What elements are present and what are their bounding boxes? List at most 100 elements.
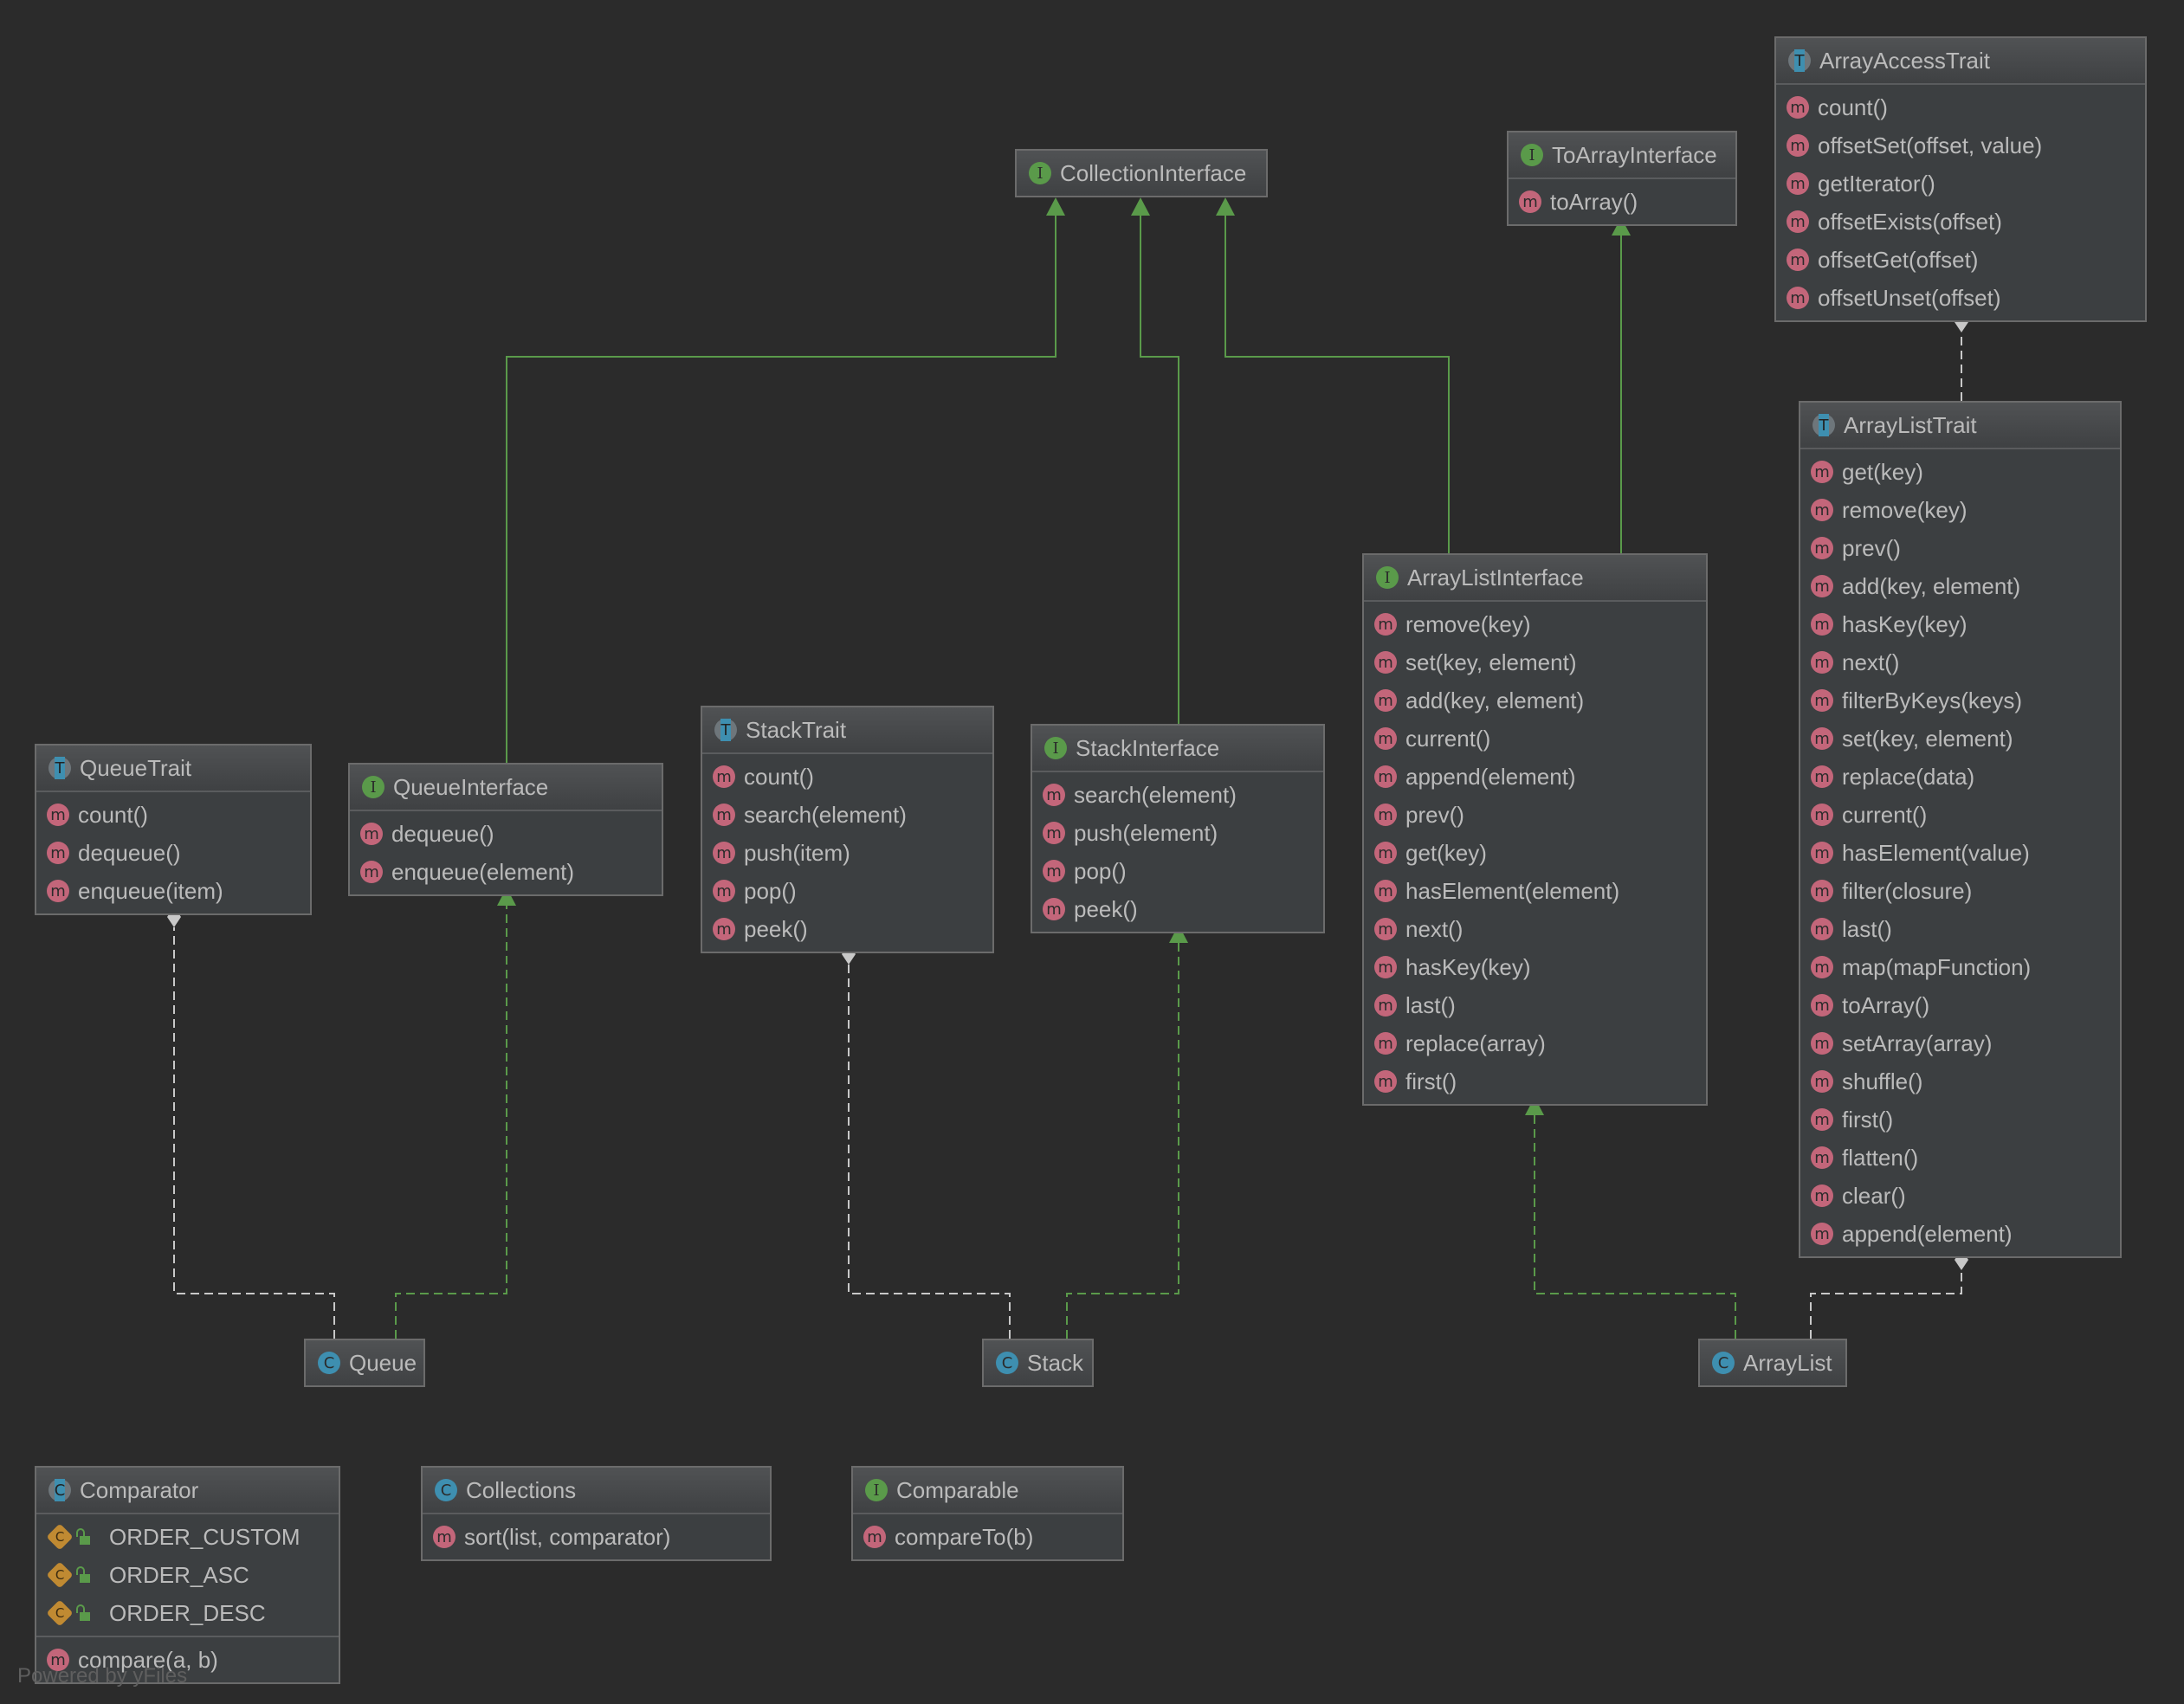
method-row[interactable]: m append(element) <box>1800 1215 2120 1253</box>
method-name: hasKey(key) <box>1842 610 1968 637</box>
method-icon: m <box>47 804 69 826</box>
method-row[interactable]: m hasElement(element) <box>1364 872 1706 910</box>
method-icon: m <box>713 842 735 864</box>
method-row[interactable]: m filter(closure) <box>1800 872 2120 910</box>
arrow-head <box>1612 217 1631 236</box>
method-row[interactable]: m hasKey(key) <box>1364 948 1706 986</box>
method-row[interactable]: m remove(key) <box>1364 605 1706 643</box>
method-row[interactable]: m hasElement(value) <box>1800 834 2120 872</box>
method-row[interactable]: m setArray(array) <box>1800 1024 2120 1062</box>
method-row[interactable]: m search(element) <box>702 796 992 834</box>
node-title: Stack <box>1027 1349 1084 1376</box>
method-row[interactable]: m add(key, element) <box>1800 567 2120 605</box>
method-row[interactable]: m hasKey(key) <box>1800 605 2120 643</box>
method-row[interactable]: m add(key, element) <box>1364 681 1706 720</box>
trait-icon: T <box>714 719 737 741</box>
method-row[interactable]: m offsetSet(offset, value) <box>1776 126 2145 165</box>
method-row[interactable]: m append(element) <box>1364 758 1706 796</box>
node-header: I Comparable <box>853 1468 1122 1514</box>
method-name: clear() <box>1842 1182 1906 1209</box>
method-row[interactable]: m prev() <box>1800 529 2120 567</box>
array-list-trait-node[interactable]: T ArrayListTrait m get(key) m remove(key) m pre… <box>1799 401 2122 1258</box>
node-title: Comparator <box>80 1476 199 1503</box>
method-row[interactable]: m replace(data) <box>1800 758 2120 796</box>
array-list-node[interactable]: C ArrayList <box>1698 1339 1847 1387</box>
method-row[interactable]: m current() <box>1364 720 1706 758</box>
method-icon: m <box>1374 956 1397 978</box>
collections-node[interactable]: C Collections m sort(list, comparator) <box>421 1466 772 1561</box>
method-row[interactable]: m filterByKeys(keys) <box>1800 681 2120 720</box>
method-row[interactable]: m get(key) <box>1800 453 2120 491</box>
method-row[interactable]: m pop() <box>702 872 992 910</box>
method-row[interactable]: m peek() <box>702 910 992 948</box>
array-access-trait-node[interactable]: T ArrayAccessTrait m count() m offsetSet(offs… <box>1774 36 2147 322</box>
method-row[interactable]: m first() <box>1800 1100 2120 1139</box>
array-list-interface-node[interactable]: I ArrayListInterface m remove(key) m set(key,… <box>1362 553 1708 1106</box>
arrow-head <box>1216 197 1235 216</box>
method-row[interactable]: m prev() <box>1364 796 1706 834</box>
method-row[interactable]: m dequeue() <box>36 834 310 872</box>
method-row[interactable]: m get(key) <box>1364 834 1706 872</box>
field-row[interactable]: C ORDER_CUSTOM <box>36 1518 339 1556</box>
method-row[interactable]: m offsetExists(offset) <box>1776 203 2145 241</box>
method-row[interactable]: m toArray() <box>1800 986 2120 1024</box>
method-row[interactable]: m getIterator() <box>1776 165 2145 203</box>
method-row[interactable]: m next() <box>1364 910 1706 948</box>
method-row[interactable]: m peek() <box>1032 890 1323 928</box>
method-row[interactable]: m set(key, element) <box>1364 643 1706 681</box>
method-name: flatten() <box>1842 1144 1919 1171</box>
stack-trait-node[interactable]: T StackTrait m count() m search(element) m push… <box>701 706 994 953</box>
method-row[interactable]: m last() <box>1364 986 1706 1024</box>
method-row[interactable]: m pop() <box>1032 852 1323 890</box>
method-row[interactable]: m count() <box>702 758 992 796</box>
method-row[interactable]: m remove(key) <box>1800 491 2120 529</box>
queue-trait-node[interactable]: T QueueTrait m count() m dequeue() m enqueue(it… <box>35 744 312 915</box>
method-row[interactable]: m count() <box>1776 88 2145 126</box>
method-row[interactable]: m first() <box>1364 1062 1706 1100</box>
method-row[interactable]: m next() <box>1800 643 2120 681</box>
method-row[interactable]: m enqueue(element) <box>350 853 662 891</box>
method-icon: m <box>1811 727 1833 750</box>
method-row[interactable]: m offsetGet(offset) <box>1776 241 2145 279</box>
method-row[interactable]: m dequeue() <box>350 815 662 853</box>
method-row[interactable]: m search(element) <box>1032 776 1323 814</box>
method-row[interactable]: m push(element) <box>1032 814 1323 852</box>
class-icon: C <box>435 1479 457 1501</box>
method-row[interactable]: m push(item) <box>702 834 992 872</box>
field-row[interactable]: C ORDER_ASC <box>36 1556 339 1594</box>
field-row[interactable]: C ORDER_DESC <box>36 1594 339 1632</box>
method-row[interactable]: m offsetUnset(offset) <box>1776 279 2145 317</box>
implements-edge-queue-to-queue-interface <box>395 888 516 1339</box>
comparator-node[interactable]: C Comparator C ORDER_CUSTOM C ORDER_ASC C ORDER… <box>35 1466 340 1684</box>
method-row[interactable]: m set(key, element) <box>1800 720 2120 758</box>
node-header: I QueueInterface <box>350 765 662 811</box>
method-row[interactable]: m toArray() <box>1509 183 1735 221</box>
method-row[interactable]: m current() <box>1800 796 2120 834</box>
to-array-interface-node[interactable]: I ToArrayInterface m toArray() <box>1507 131 1737 226</box>
method-row[interactable]: m clear() <box>1800 1177 2120 1215</box>
collection-interface-node[interactable]: I CollectionInterface <box>1015 149 1268 197</box>
method-row[interactable]: m enqueue(item) <box>36 872 310 910</box>
uses-edge-array-list-to-array-list-trait <box>1810 1249 1968 1339</box>
stack-interface-node[interactable]: I StackInterface m search(element) m push(ele… <box>1031 724 1325 933</box>
method-row[interactable]: m count() <box>36 796 310 834</box>
method-icon: m <box>47 842 69 864</box>
method-row[interactable]: m sort(list, comparator) <box>423 1518 770 1556</box>
method-name: next() <box>1405 915 1464 942</box>
method-icon: m <box>1374 651 1397 674</box>
method-name: count() <box>1818 94 1888 120</box>
comparable-node[interactable]: I Comparable m compareTo(b) <box>851 1466 1124 1561</box>
method-icon: m <box>1043 860 1065 882</box>
method-icon: m <box>1811 1070 1833 1093</box>
queue-node[interactable]: C Queue <box>304 1339 425 1387</box>
stack-node[interactable]: C Stack <box>982 1339 1094 1387</box>
queue-interface-node[interactable]: I QueueInterface m dequeue() m enqueue(elemen… <box>348 763 663 896</box>
method-name: compare(a, b) <box>78 1646 218 1673</box>
method-row[interactable]: m shuffle() <box>1800 1062 2120 1100</box>
method-row[interactable]: m last() <box>1800 910 2120 948</box>
method-row[interactable]: m map(mapFunction) <box>1800 948 2120 986</box>
method-row[interactable]: m flatten() <box>1800 1139 2120 1177</box>
method-row[interactable]: m replace(array) <box>1364 1024 1706 1062</box>
method-row[interactable]: m compareTo(b) <box>853 1518 1122 1556</box>
method-row[interactable]: m compare(a, b) <box>36 1641 339 1679</box>
